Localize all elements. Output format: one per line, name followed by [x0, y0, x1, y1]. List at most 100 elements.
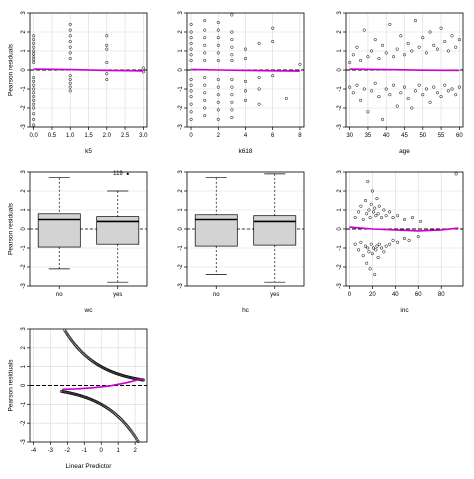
data-point [257, 87, 261, 91]
data-point [375, 197, 379, 201]
data-point [377, 57, 381, 61]
data-point [443, 39, 447, 44]
data-point [203, 98, 207, 102]
data-point [230, 115, 234, 120]
data-point [373, 273, 377, 277]
data-point [417, 83, 421, 87]
data-point [391, 83, 396, 87]
x-tick-label: -1 [82, 448, 88, 454]
box-no [194, 177, 238, 275]
data-point [78, 349, 83, 353]
data-point [82, 352, 86, 356]
x-tick-label: 0 [348, 292, 352, 298]
data-point [395, 104, 399, 108]
data-point [189, 117, 193, 121]
data-point [105, 47, 109, 51]
data-point [402, 236, 407, 241]
data-point [424, 51, 428, 55]
data-point [413, 19, 418, 23]
data-point [373, 206, 377, 210]
data-point [381, 43, 385, 47]
data-point [230, 58, 234, 63]
data-point [369, 202, 373, 206]
y-tick-label: 3 [337, 170, 343, 174]
data-point [402, 53, 407, 57]
y-tick-label: -2 [337, 264, 343, 270]
data-point [203, 51, 207, 55]
y-tick-label: 3 [337, 11, 343, 15]
data-point [203, 19, 207, 23]
data-point [384, 87, 388, 91]
data-point [373, 38, 377, 42]
data-point [271, 26, 275, 30]
y-tick-label: 1 [337, 49, 343, 53]
data-point [216, 20, 220, 25]
data-point [117, 415, 121, 419]
data-point [189, 77, 193, 82]
y-tick-label: -2 [178, 264, 184, 270]
data-point [396, 240, 400, 244]
data-point [428, 100, 432, 104]
data-point [388, 242, 392, 246]
data-point [216, 36, 220, 40]
data-point [189, 30, 193, 34]
panel-lp: -3 -2 -1 0 1 2 3 -4 -3 -2 -1 0 1 2 Linear Predictor Pea… [8, 327, 148, 470]
data-point [203, 76, 207, 80]
data-point [370, 49, 374, 53]
y-axis-label: Pearson residuals [8, 43, 15, 96]
data-point [120, 418, 124, 422]
data-point [439, 26, 443, 30]
x-tick-label: 0 [189, 133, 193, 139]
y-tick-label: 2 [178, 189, 184, 193]
data-point [81, 351, 85, 355]
y-tick-label: 0 [178, 68, 184, 72]
data-point [230, 30, 234, 34]
data-point [230, 53, 234, 57]
data-point [68, 45, 72, 49]
data-point [416, 235, 420, 239]
data-point [368, 216, 372, 220]
y-tick-label: 1 [178, 208, 184, 212]
data-point [216, 43, 220, 47]
data-point [391, 55, 396, 59]
data-point [203, 28, 207, 32]
data-point [141, 70, 145, 74]
data-point [32, 106, 36, 110]
data-point [105, 43, 109, 47]
data-point [382, 208, 386, 212]
data-point [243, 79, 248, 83]
x-tick-label: yes [113, 292, 122, 298]
data-point [362, 87, 366, 91]
data-point [384, 51, 388, 55]
y-tick-label: -1 [21, 245, 27, 251]
x-tick-label: 1 [117, 448, 121, 454]
y-tick-label: 1 [178, 49, 184, 53]
y-axis-label: Pearson residuals [8, 202, 15, 255]
data-point [298, 62, 302, 66]
y-tick-label: 1 [21, 49, 27, 53]
data-point [377, 204, 381, 208]
data-point [348, 85, 352, 89]
data-point [366, 179, 370, 184]
data-point [68, 57, 72, 61]
data-point [203, 114, 207, 118]
data-point [410, 49, 414, 53]
data-point [84, 354, 88, 358]
data-point [216, 117, 220, 121]
data-point [410, 106, 414, 110]
data-point [402, 85, 407, 89]
data-point [366, 55, 370, 59]
data-point [396, 214, 400, 218]
data-point [105, 77, 109, 82]
data-point [391, 238, 395, 242]
y-tick-label: -3 [21, 439, 27, 445]
data-point [421, 93, 425, 97]
data-point [395, 47, 399, 51]
data-point [230, 108, 234, 112]
x-tick-label: no [213, 292, 220, 298]
y-tick-label: -3 [337, 124, 343, 130]
data-point [230, 38, 234, 42]
data-point [32, 34, 36, 38]
y-tick-label: -2 [178, 105, 184, 111]
y-tick-label: 0 [178, 227, 184, 231]
